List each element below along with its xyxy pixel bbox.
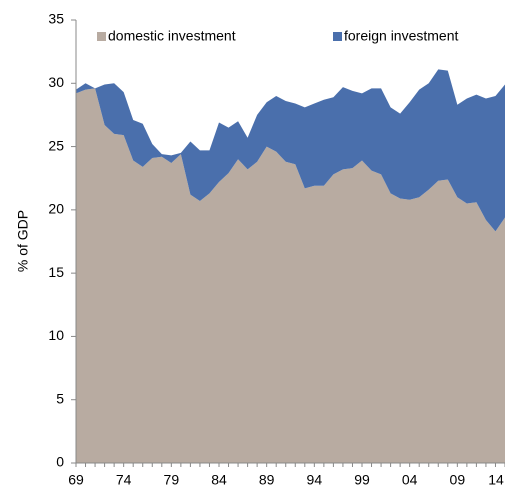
y-tick-label: 5 [56,390,64,406]
x-tick-label: 79 [164,472,180,488]
legend-label: foreign investment [344,28,459,44]
x-tick-label: 84 [211,472,227,488]
y-axis-label: % of GDP [15,210,31,272]
y-tick-label: 0 [56,454,64,470]
y-tick-label: 10 [48,327,64,343]
x-tick-label: 74 [116,472,132,488]
y-tick-label: 25 [48,137,64,153]
x-tick-label: 69 [68,472,84,488]
x-tick-label: 94 [307,472,323,488]
x-tick-label: 89 [259,472,275,488]
legend-swatch [333,32,342,41]
area [76,69,505,232]
y-tick-label: 15 [48,264,64,280]
x-tick-label: 04 [402,472,418,488]
legend-label: domestic investment [108,28,236,44]
area [76,88,505,463]
x-tick-label: 14 [488,472,504,488]
legend-swatch [97,32,106,41]
x-tick-label: 99 [354,472,370,488]
y-tick-label: 20 [48,201,64,217]
y-tick-label: 30 [48,74,64,90]
y-tick-label: 35 [48,11,64,27]
x-tick-label: 09 [450,472,466,488]
